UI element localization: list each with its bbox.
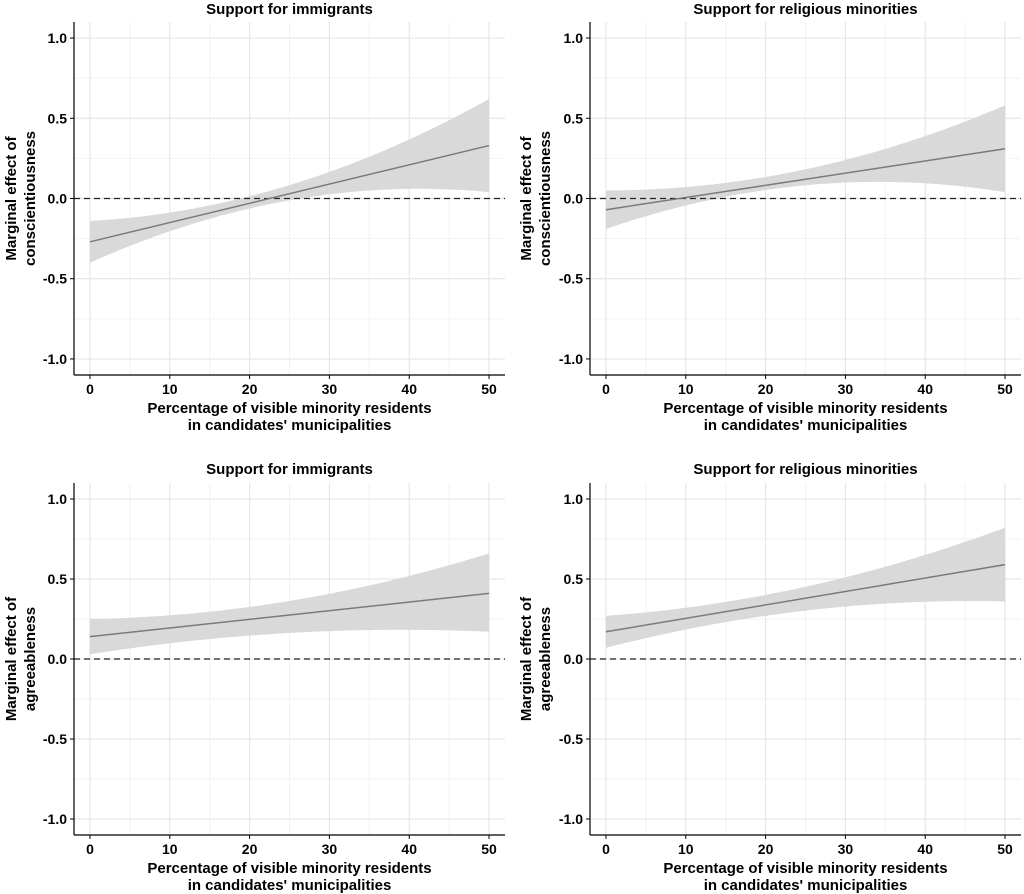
confidence-band [605,527,1006,648]
x-tick-label: 10 [678,381,694,397]
y-axis-title: Marginal effect of [3,135,20,260]
x-axis-title: Percentage of visible minority residents [663,860,947,877]
confidence-band [89,99,490,263]
x-tick-label: 40 [401,841,417,857]
x-axis-title: Percentage of visible minority residents [663,400,947,417]
x-tick-label: 0 [86,381,94,397]
x-tick-label: 10 [678,841,694,857]
x-tick-label: 40 [917,381,933,397]
y-tick-label: 0.5 [48,571,68,587]
y-tick-label: -0.5 [559,271,583,287]
marginal-effect-line [605,563,1006,633]
marginal-effect-line [89,144,490,243]
x-axis-title: Percentage of visible minority residents [147,400,431,417]
x-axis-title: in candidates' municipalities [188,877,392,894]
x-axis-title: in candidates' municipalities [704,417,908,434]
marginal-effect-line [605,148,1006,211]
y-tick-label: 0.0 [564,191,584,207]
y-tick-label: 1.0 [564,30,584,46]
x-tick-label: 30 [838,381,854,397]
y-tick-label: 1.0 [564,491,584,507]
x-tick-label: 20 [242,841,258,857]
y-axis-title: Marginal effect of [518,596,535,721]
x-tick-label: 10 [162,381,178,397]
x-tick-label: 0 [602,381,610,397]
y-tick-label: 0.5 [564,110,584,126]
x-tick-label: 50 [481,841,497,857]
y-tick-label: -0.5 [43,731,67,747]
y-axis-title: agreeableness [22,607,39,711]
y-tick-label: -0.5 [43,271,67,287]
x-tick-label: 0 [602,841,610,857]
panel-2: 0 10 20 30 40 50 -1.0 -0.5 0.0 0.5 1.0 Support for … [518,1,1021,434]
panel-4: 0 10 20 30 40 50 -1.0 -0.5 0.0 0.5 1.0 Support for … [518,461,1021,894]
panel-title: Support for immigrants [206,461,373,478]
y-axis-title: conscientiousness [22,131,39,266]
y-tick-label: 1.0 [48,30,68,46]
y-axis-title: agreeableness [537,607,554,711]
panel-title: Support for religious minorities [693,1,917,18]
x-tick-label: 30 [322,381,338,397]
y-tick-label: -1.0 [43,351,67,367]
panel-3: 0 10 20 30 40 50 -1.0 -0.5 0.0 0.5 1.0 Support for … [3,461,505,894]
y-axis-title: Marginal effect of [518,135,535,260]
x-tick-label: 10 [162,841,178,857]
x-tick-label: 50 [997,841,1013,857]
y-tick-label: -0.5 [559,731,583,747]
y-axis-title: conscientiousness [537,131,554,266]
y-tick-label: -1.0 [559,351,583,367]
y-tick-label: 0.5 [564,571,584,587]
confidence-band [89,553,490,655]
x-tick-label: 40 [401,381,417,397]
y-tick-label: 0.0 [48,191,68,207]
panel-1: 0 10 20 30 40 50 -1.0 -0.5 0.0 0.5 1.0 Support for … [3,1,505,434]
y-tick-label: -1.0 [43,811,67,827]
y-tick-label: 0.5 [48,110,68,126]
x-tick-label: 30 [838,841,854,857]
x-tick-label: 40 [917,841,933,857]
x-axis-title: in candidates' municipalities [188,417,392,434]
x-tick-label: 50 [997,381,1013,397]
x-tick-label: 0 [86,841,94,857]
x-tick-label: 30 [322,841,338,857]
y-tick-label: 0.0 [564,651,584,667]
x-axis-title: in candidates' municipalities [704,877,908,894]
y-tick-label: 0.0 [48,651,68,667]
x-tick-label: 20 [758,381,774,397]
y-tick-label: -1.0 [559,811,583,827]
panel-title: Support for religious minorities [693,461,917,478]
x-tick-label: 20 [242,381,258,397]
x-tick-label: 50 [481,381,497,397]
y-tick-label: 1.0 [48,491,68,507]
x-tick-label: 20 [758,841,774,857]
y-axis-title: Marginal effect of [3,596,20,721]
x-axis-title: Percentage of visible minority residents [147,860,431,877]
panel-title: Support for immigrants [206,1,373,18]
marginal-effect-line [89,592,490,638]
